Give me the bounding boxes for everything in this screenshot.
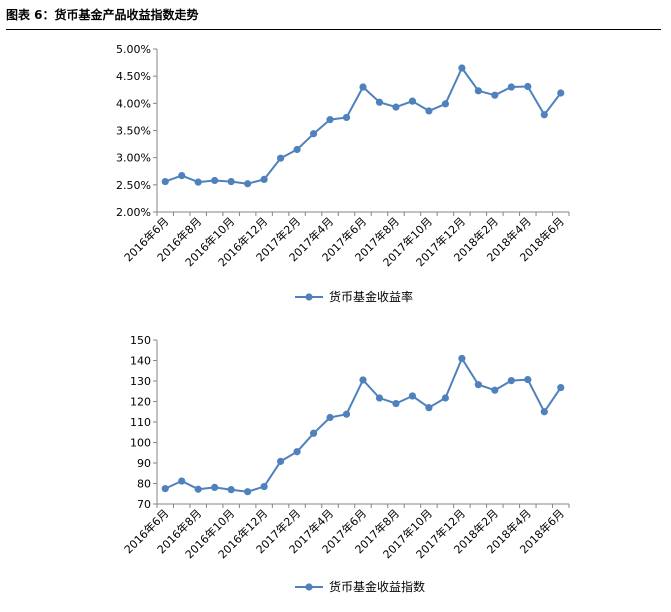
y-tick-label: 90 [137,457,151,470]
data-point [507,83,515,91]
data-point [540,111,548,119]
data-point [309,429,318,437]
data-point [408,97,417,105]
data-point [359,376,367,384]
data-point [524,375,532,384]
data-point [244,180,252,188]
data-point [392,103,400,111]
data-point [507,376,515,385]
y-tick-label: 3.50% [116,125,151,138]
data-point [194,178,202,186]
title-rule [6,29,661,30]
data-point [557,89,565,97]
data-point [408,392,417,400]
y-tick-label: 120 [130,396,151,409]
data-point [425,404,433,412]
data-point [557,383,565,392]
legend: 货币基金收益率 [295,289,413,304]
data-point [392,399,400,408]
y-tick-label: 150 [130,334,151,347]
legend: 货币基金收益指数 [295,579,425,594]
data-point [375,394,384,402]
y-tick-label: 100 [130,437,151,450]
data-point [342,410,351,418]
data-point [326,116,334,124]
y-tick-label: 140 [130,355,151,368]
data-point [161,485,169,493]
data-point [326,413,334,422]
data-point [375,98,384,106]
y-tick-label: 2.00% [116,206,151,219]
data-point [178,477,186,485]
legend-marker [305,293,313,301]
legend-label: 货币基金收益率 [329,289,413,304]
y-tick-label: 2.50% [116,179,151,192]
figure-title: 图表 6：货币基金产品收益指数走势 [6,8,199,22]
data-point [474,87,482,95]
y-tick-label: 110 [130,416,151,429]
yield-rate-chart: 2.00%2.50%3.00%3.50%4.00%4.50%5.00%2016年… [116,43,570,304]
y-tick-label: 4.50% [116,70,151,83]
data-point [194,485,202,493]
yield-index-chart: 7080901001101201301401502016年6月2016年8月20… [121,334,570,594]
data-point [359,83,367,91]
data-point [441,100,449,108]
y-tick-label: 70 [137,498,151,511]
data-point [293,448,301,456]
data-point [540,408,548,416]
data-point [425,107,433,115]
data-point [441,394,449,402]
legend-label: 货币基金收益指数 [329,579,425,594]
data-point [458,354,466,363]
data-point [211,176,219,185]
y-tick-label: 130 [130,375,151,388]
y-tick-label: 80 [137,478,151,491]
data-point [244,488,252,496]
data-point [260,175,268,183]
data-point [474,381,482,389]
data-point [277,457,285,465]
data-point [227,486,235,494]
y-tick-label: 3.00% [116,152,151,165]
y-tick-label: 5.00% [116,43,151,56]
data-point [178,171,186,180]
data-point [342,113,351,122]
data-point [524,82,532,91]
data-point [293,145,301,154]
data-point [277,154,285,162]
data-point [161,177,169,186]
data-point [491,386,499,394]
legend-marker [305,583,313,591]
data-point [309,130,318,138]
y-tick-label: 4.00% [116,97,151,110]
data-point [227,177,235,186]
data-point [260,482,268,491]
data-point [211,483,219,491]
data-point [491,91,499,99]
data-point [458,64,466,72]
